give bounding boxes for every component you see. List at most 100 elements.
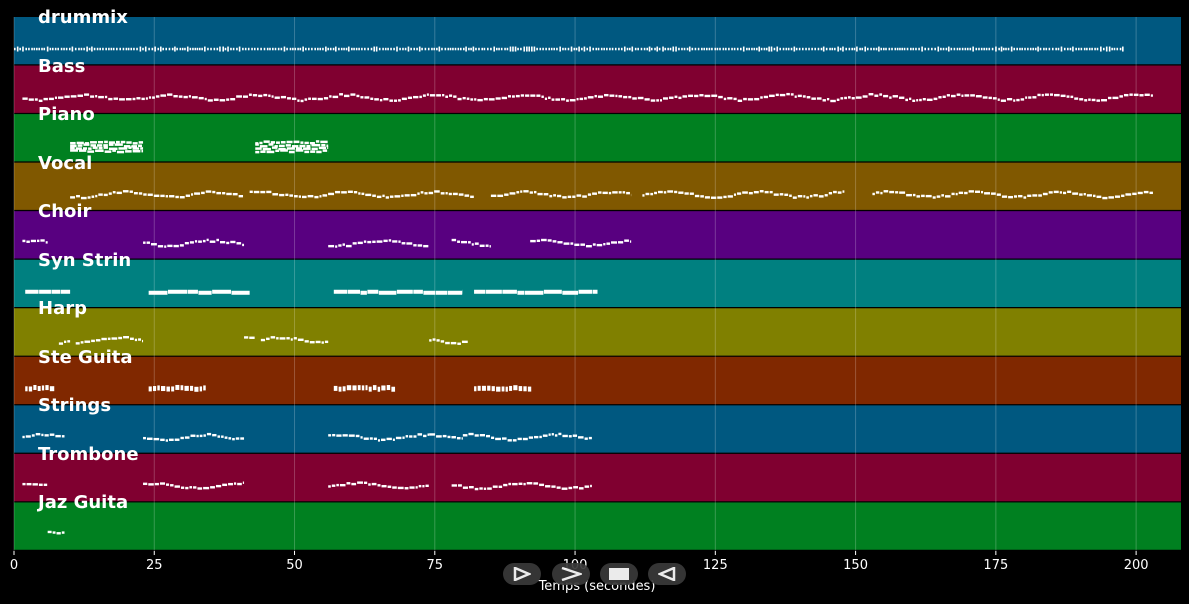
note — [70, 196, 76, 199]
note — [328, 192, 335, 196]
note — [198, 240, 202, 243]
note — [1072, 192, 1079, 195]
note — [678, 47, 680, 51]
note — [148, 386, 152, 392]
forward-button[interactable] — [552, 563, 590, 585]
note — [773, 193, 779, 196]
note — [140, 147, 144, 150]
note-segment — [260, 336, 329, 344]
note — [980, 47, 983, 51]
note — [551, 485, 556, 488]
note — [916, 195, 921, 198]
note — [859, 47, 861, 51]
note — [910, 47, 912, 51]
note — [84, 93, 90, 96]
note — [157, 385, 160, 391]
note — [54, 96, 57, 99]
note — [401, 194, 404, 197]
note — [263, 140, 270, 143]
note — [360, 96, 364, 99]
note — [776, 46, 779, 52]
note — [280, 95, 287, 99]
note — [711, 94, 718, 97]
note — [260, 190, 266, 194]
note — [795, 47, 798, 51]
note — [792, 196, 797, 199]
note — [355, 47, 358, 51]
note — [1102, 196, 1108, 200]
note — [226, 241, 230, 245]
note — [483, 47, 486, 51]
note — [353, 191, 358, 194]
note — [103, 144, 108, 147]
note — [475, 47, 477, 51]
note — [668, 96, 674, 99]
note — [184, 385, 189, 391]
note — [253, 47, 256, 51]
note — [345, 244, 352, 248]
note — [941, 194, 945, 197]
note — [151, 47, 154, 51]
note — [338, 47, 340, 51]
note — [509, 46, 512, 52]
note — [219, 46, 221, 52]
note — [78, 149, 87, 152]
stop-button[interactable] — [600, 563, 638, 585]
note — [678, 96, 682, 100]
note — [70, 144, 77, 148]
note — [642, 194, 645, 197]
note — [278, 144, 285, 148]
note — [895, 191, 899, 194]
note — [413, 95, 419, 99]
note — [883, 94, 889, 98]
note — [25, 435, 31, 438]
note — [507, 439, 512, 442]
play-button[interactable] — [503, 563, 541, 585]
note — [116, 47, 118, 51]
note — [356, 94, 360, 98]
note — [31, 434, 35, 437]
note — [1048, 191, 1053, 194]
note-segment — [328, 481, 429, 490]
note — [191, 193, 194, 196]
note — [955, 192, 958, 196]
note — [961, 94, 964, 97]
note — [119, 98, 125, 101]
note — [847, 96, 851, 99]
note — [520, 190, 523, 193]
note — [95, 95, 98, 98]
note — [212, 289, 232, 294]
note — [498, 485, 503, 488]
rewind-button[interactable] — [648, 563, 686, 585]
note — [485, 244, 489, 247]
note — [236, 242, 242, 245]
x-tick-label: 50 — [286, 558, 303, 573]
note-segment — [25, 384, 55, 392]
note — [1112, 96, 1119, 100]
note — [578, 436, 584, 439]
note — [389, 195, 394, 198]
note — [866, 47, 869, 51]
note — [806, 96, 811, 99]
note — [295, 149, 304, 152]
note — [25, 289, 39, 294]
note — [818, 195, 824, 198]
note — [555, 98, 561, 101]
note — [381, 385, 386, 391]
note — [364, 47, 366, 51]
note — [253, 190, 260, 194]
note — [122, 47, 125, 51]
note — [534, 435, 539, 439]
note — [434, 190, 440, 193]
note — [268, 143, 274, 146]
note — [438, 46, 441, 52]
note — [49, 47, 52, 51]
note — [529, 191, 533, 194]
note — [310, 150, 316, 153]
note — [286, 140, 293, 144]
note — [286, 47, 288, 51]
note — [279, 193, 285, 197]
note — [257, 47, 259, 51]
note — [278, 147, 286, 151]
note — [864, 46, 867, 52]
